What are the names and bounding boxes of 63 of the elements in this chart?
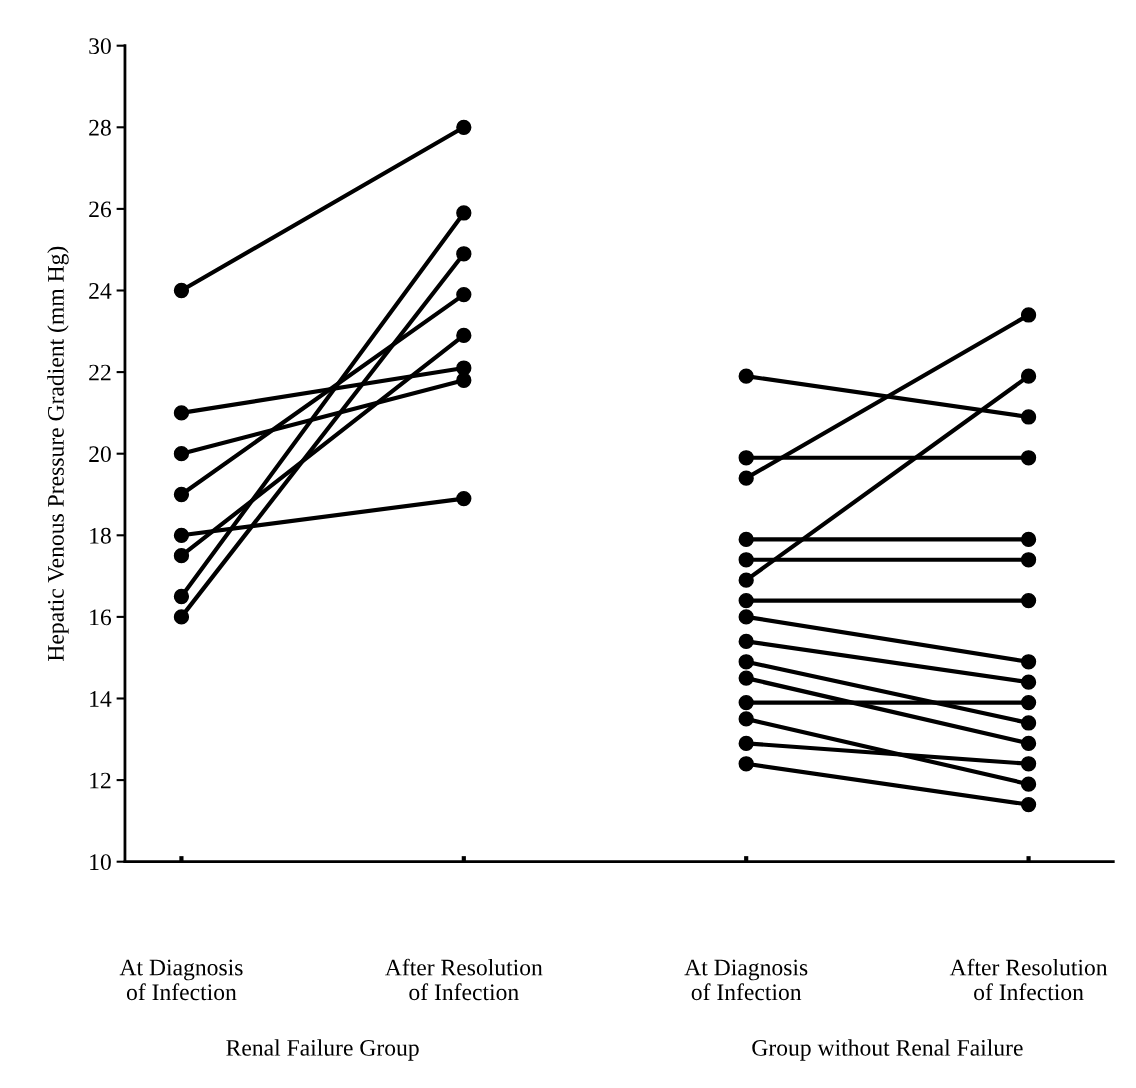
y-tick-label: 12 — [90, 772, 111, 789]
point — [1020, 715, 1037, 731]
point — [456, 119, 472, 135]
point — [1020, 307, 1037, 323]
point — [738, 756, 754, 772]
text: Group without Renal Failure — [752, 1039, 1023, 1061]
point — [173, 548, 190, 564]
point — [456, 372, 472, 388]
point — [173, 486, 190, 503]
point — [1020, 756, 1037, 772]
y-tick-label: 24 — [89, 283, 112, 299]
point — [738, 450, 754, 466]
text: Renal Failure Group — [226, 1039, 419, 1061]
y-tick-label: 28 — [89, 119, 111, 136]
point — [738, 592, 754, 609]
point — [456, 286, 472, 303]
point — [738, 654, 754, 670]
point — [738, 552, 754, 568]
point — [173, 282, 190, 299]
point — [1020, 776, 1037, 792]
y-tick-label: 30 — [89, 38, 111, 55]
point — [738, 694, 754, 711]
x-tick-label: At Diagnosis of Infection — [119, 959, 243, 1001]
point — [1020, 409, 1037, 425]
x-tick-label: After Resolution of Infection — [949, 958, 1108, 1001]
point — [738, 735, 754, 752]
y-tick-label: 16 — [90, 609, 112, 626]
point — [1020, 592, 1037, 609]
point — [456, 327, 472, 344]
point — [1020, 694, 1037, 711]
point — [173, 588, 190, 605]
point — [738, 609, 754, 625]
point — [738, 633, 754, 650]
point — [173, 446, 190, 462]
point — [456, 246, 472, 262]
y-tick-label: 20 — [89, 446, 111, 463]
y-tick-label: 18 — [90, 527, 111, 544]
point — [173, 527, 190, 543]
point — [738, 711, 754, 727]
point — [1020, 552, 1037, 568]
point — [1020, 735, 1037, 752]
y-tick-label: 14 — [90, 691, 112, 707]
x-tick-label: At Diagnosis of Infection — [684, 959, 808, 1001]
point — [1020, 674, 1037, 690]
point — [738, 368, 754, 384]
point — [738, 531, 754, 548]
y-tick-label: 10 — [90, 854, 111, 871]
point — [738, 572, 754, 588]
point — [738, 470, 754, 486]
point — [173, 405, 190, 421]
y-tick-label: 22 — [89, 364, 111, 381]
point — [173, 609, 190, 625]
point — [1020, 796, 1037, 813]
point — [1020, 531, 1037, 548]
point — [738, 670, 754, 686]
point — [1020, 654, 1037, 670]
y-axis-title: Hepatic Venous Pressure Gradient (mm Hg) — [47, 246, 69, 661]
point — [1020, 368, 1037, 384]
x-tick-label: After Resolution of Infection — [385, 958, 543, 1001]
point — [1020, 450, 1037, 466]
point — [456, 205, 472, 221]
point — [456, 490, 472, 507]
y-tick-label: 26 — [89, 201, 112, 218]
